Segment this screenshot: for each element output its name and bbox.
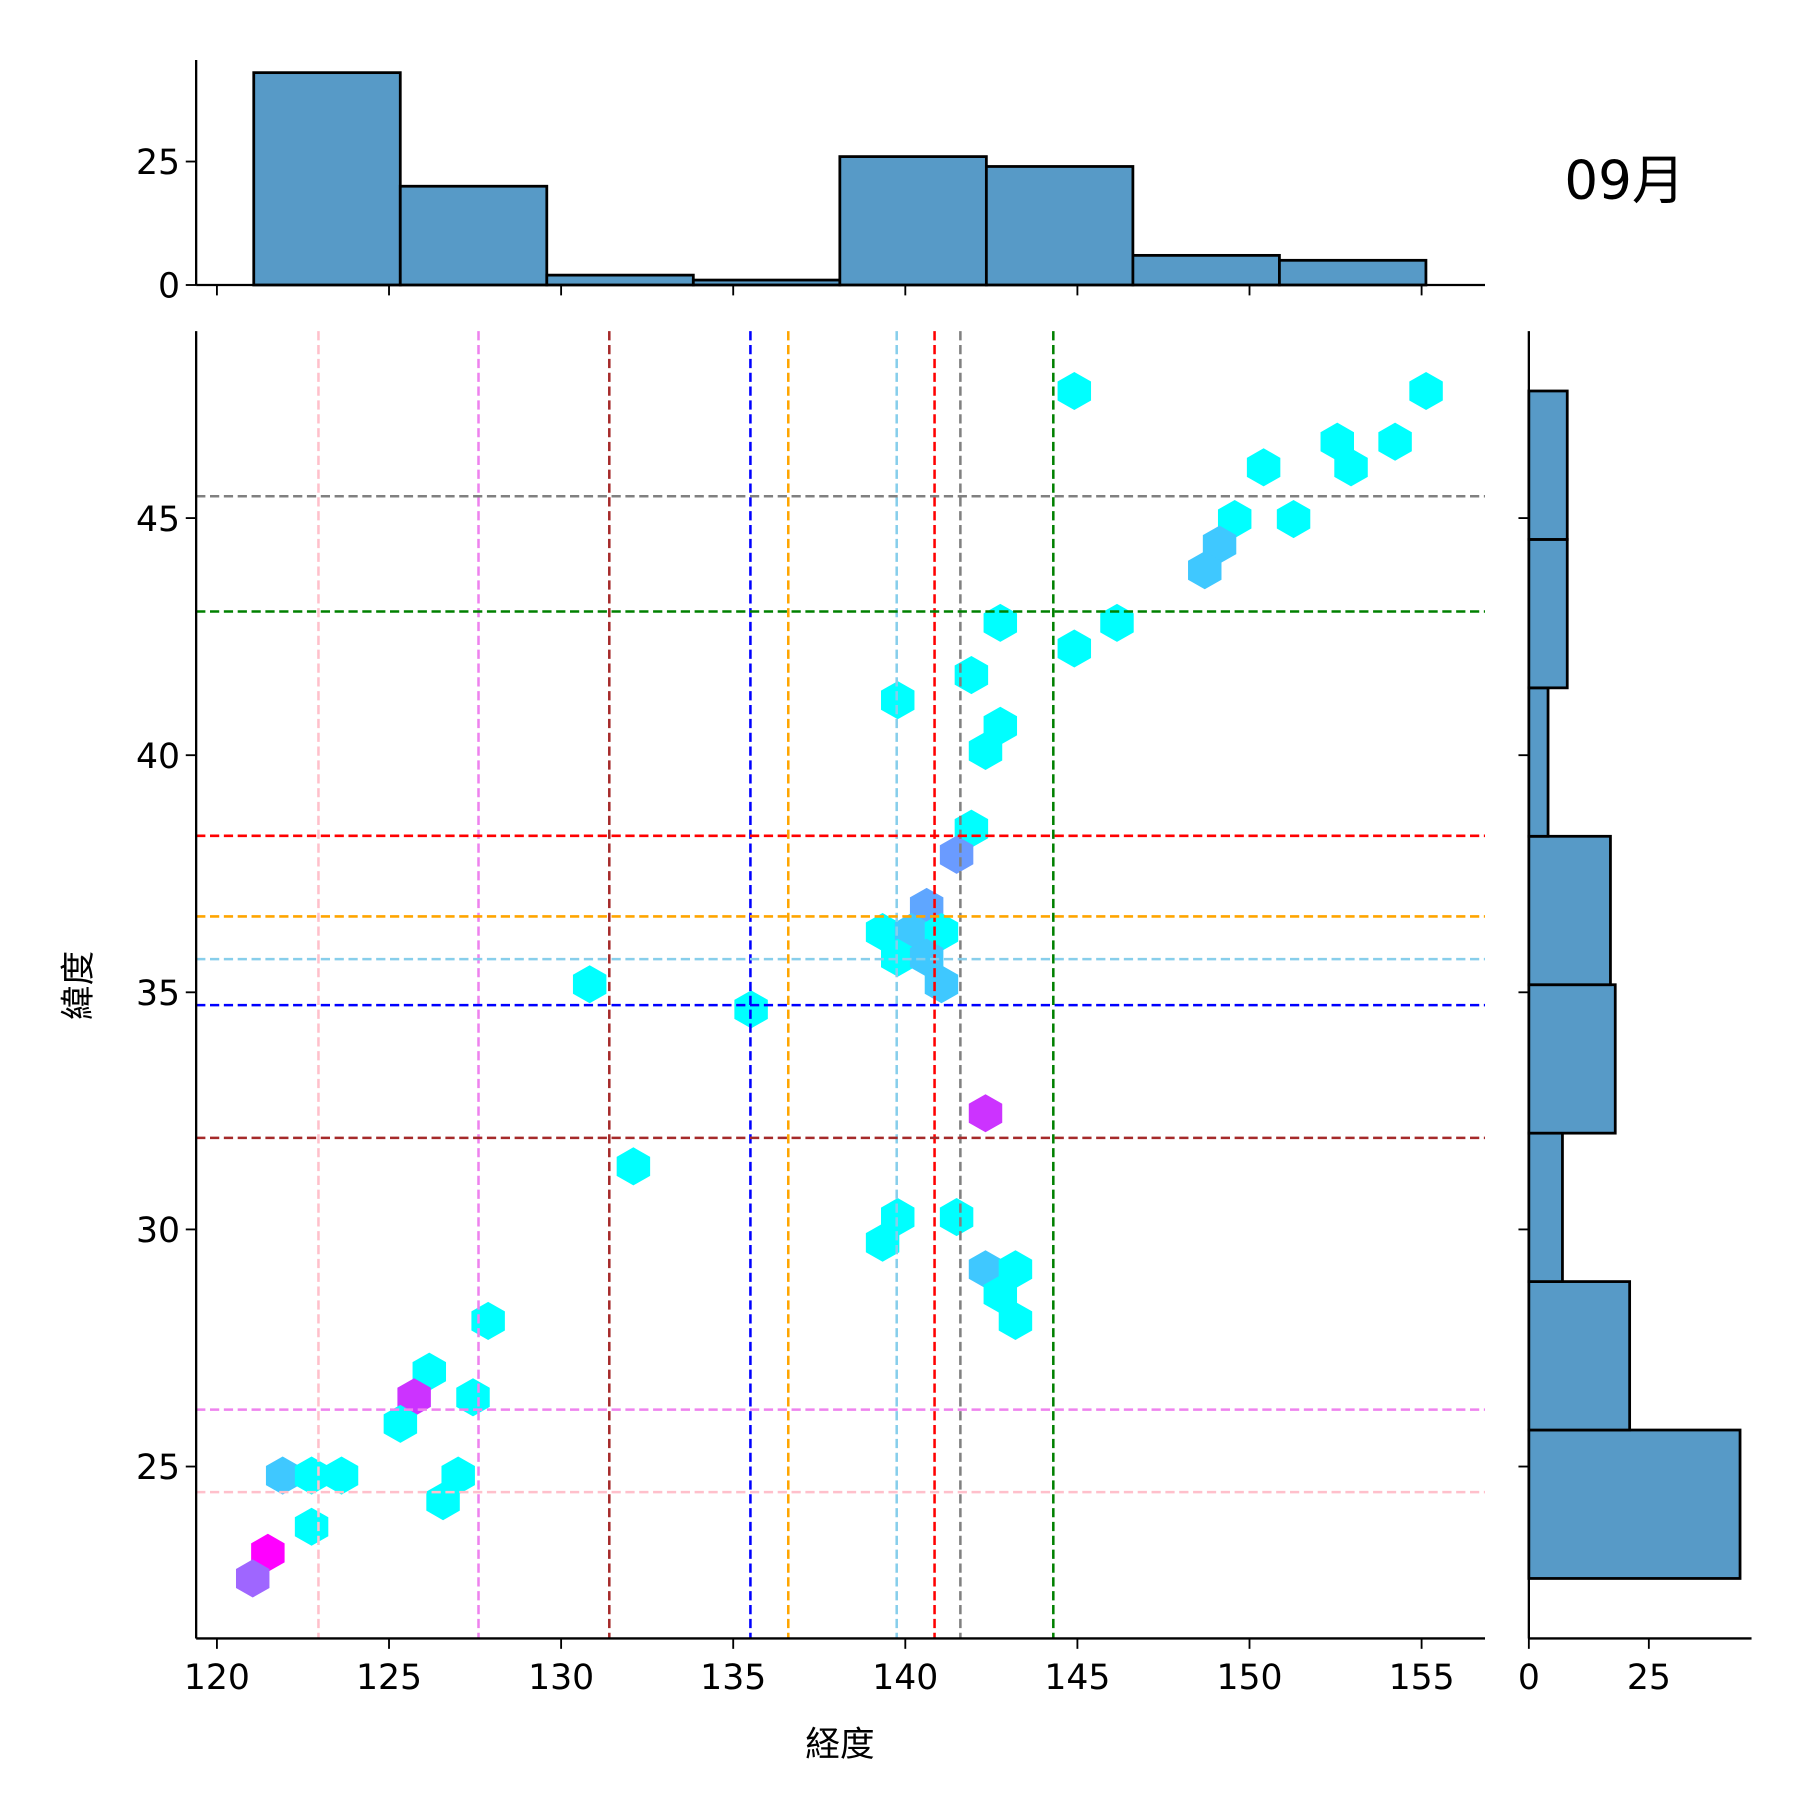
- hexbin-cell: [572, 965, 607, 1004]
- hexbin-cell: [998, 1250, 1033, 1289]
- right-hist-x-tick-label: 25: [1627, 1658, 1671, 1698]
- x-tick-label: 155: [1389, 1658, 1455, 1698]
- hexbin-cell: [471, 1301, 505, 1340]
- y-tick-label: 40: [136, 737, 180, 777]
- hexbin-cell: [954, 656, 989, 695]
- hexbin-cell: [1246, 448, 1281, 487]
- hexbin-cell: [924, 965, 959, 1004]
- hexbin-cell: [294, 1456, 329, 1495]
- hexbin-cell: [1100, 603, 1134, 642]
- top-hist-bar: [1131, 253, 1281, 287]
- hexbin-cell: [968, 1250, 1003, 1289]
- hexbin-cell: [441, 1456, 475, 1495]
- right-hist-bar: [1527, 1428, 1742, 1580]
- right-hist-bar: [1527, 1131, 1564, 1283]
- right-hist-bar: [1527, 1280, 1632, 1432]
- hexbin-cell: [1188, 551, 1222, 590]
- y-tick-label: 25: [136, 1448, 180, 1488]
- x-tick-label: 140: [872, 1658, 938, 1698]
- right-hist-bar: [1527, 538, 1569, 690]
- top-hist-bar: [252, 71, 402, 287]
- hexbin-cell: [998, 1301, 1033, 1340]
- hexbin-cell: [983, 1275, 1018, 1314]
- hexbin-cell: [1057, 629, 1092, 668]
- x-tick-label: 150: [1216, 1658, 1282, 1698]
- chart-title: 09月: [1564, 149, 1685, 211]
- main-axes: 120 125 130 135 140 145 150 155 25 30 35 40 45: [136, 331, 1485, 1698]
- hexbin-cell: [939, 1198, 974, 1237]
- y-tick-label: 30: [136, 1211, 180, 1251]
- hexbin-cell: [983, 706, 1018, 745]
- hexbin-cell: [865, 1223, 900, 1262]
- hexbin-cell: [616, 1147, 651, 1186]
- x-tick-label: 120: [184, 1658, 250, 1698]
- right-hist-bar: [1527, 834, 1612, 987]
- x-axis-label: 経度: [805, 1725, 874, 1765]
- hexbin-cell: [968, 1094, 1003, 1133]
- top-hist-bar: [984, 165, 1135, 287]
- x-tick-label: 130: [528, 1658, 594, 1698]
- hexbin-cell: [397, 1378, 431, 1417]
- y-tick-label: 45: [136, 500, 180, 540]
- hexbin-cell: [1320, 422, 1354, 461]
- top-hist-y-tick-label: 25: [136, 143, 180, 183]
- right-hist-bar: [1527, 686, 1550, 838]
- hexbin-cell: [1378, 422, 1412, 461]
- hexbin-cell: [954, 809, 989, 848]
- hexbin-cell: [983, 603, 1018, 642]
- right-hist-x-tick-label: 0: [1518, 1658, 1540, 1698]
- hexbin-cell: [251, 1533, 285, 1572]
- right-histogram: 0 25: [1518, 331, 1752, 1698]
- hexbin-cell: [1217, 499, 1252, 539]
- hexbin-cell: [294, 1507, 329, 1546]
- hexbin-cell: [865, 913, 900, 952]
- x-tick-label: 135: [700, 1658, 766, 1698]
- hexbin-cell: [1057, 371, 1092, 411]
- top-histogram: 0 25: [136, 59, 1485, 307]
- hexbin-cell: [1409, 371, 1443, 411]
- hexbin-cell: [412, 1352, 447, 1391]
- right-hist-bar: [1527, 983, 1617, 1135]
- hexbin-cell: [235, 1559, 270, 1598]
- hexbin-cell: [881, 1198, 915, 1237]
- hexbin-cell: [734, 990, 768, 1029]
- top-hist-bar: [545, 273, 695, 287]
- hexbin-cell: [894, 913, 929, 952]
- top-hist-bar: [1278, 258, 1428, 287]
- top-hist-bar: [398, 184, 549, 287]
- y-tick-label: 35: [136, 974, 180, 1014]
- x-tick-label: 145: [1044, 1658, 1110, 1698]
- hexbin-cell: [265, 1456, 300, 1495]
- hexbin-cell: [968, 731, 1003, 770]
- top-hist-bar: [838, 155, 988, 287]
- hexbin-cell: [1202, 525, 1237, 564]
- hexbin-cell: [324, 1456, 359, 1495]
- right-hist-bar: [1527, 389, 1569, 541]
- hexbin-cell: [1276, 499, 1311, 539]
- hexbin-cell: [456, 1378, 490, 1417]
- hexbin-cell: [924, 913, 959, 952]
- hexbin-cell: [939, 835, 974, 874]
- hexbin-cell: [383, 1404, 418, 1443]
- x-tick-label: 125: [356, 1658, 422, 1698]
- hexbin-cell: [1334, 448, 1368, 487]
- top-hist-y-tick-label: 0: [158, 267, 180, 307]
- y-axis-label: 緯度: [59, 951, 99, 1020]
